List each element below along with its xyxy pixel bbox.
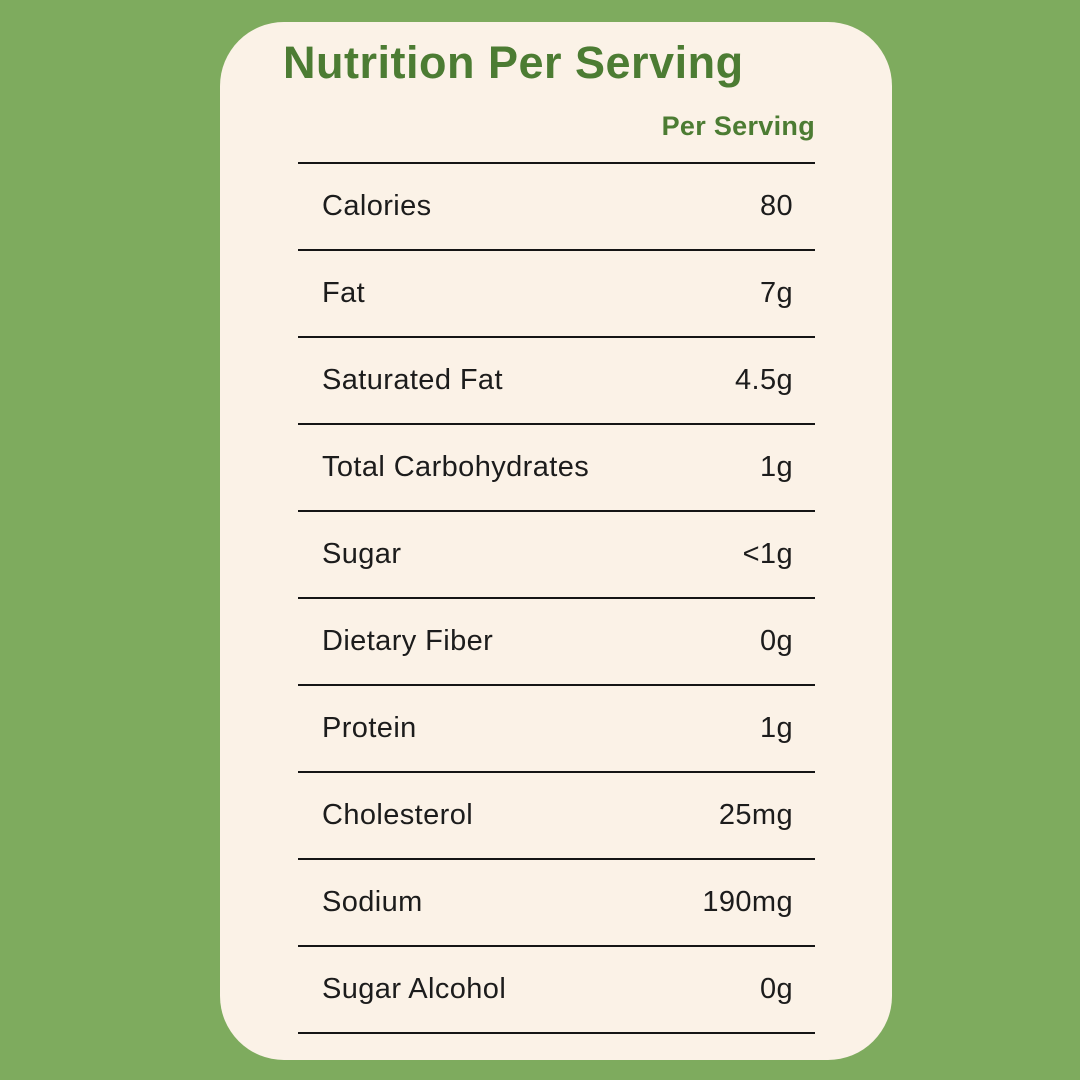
table-row: Sugar <1g <box>298 512 815 599</box>
nutrient-label: Sugar <box>322 538 402 570</box>
nutrition-table-wrap: Per Serving Calories 80 Fat 7g Saturated… <box>298 113 815 1034</box>
nutrient-value: 0g <box>759 973 793 1005</box>
table-row: Total Carbohydrates 1g <box>298 425 815 512</box>
table-row: Calories 80 <box>298 164 815 251</box>
nutrient-value: 190mg <box>702 886 793 918</box>
nutrition-table: Calories 80 Fat 7g Saturated Fat 4.5g To… <box>298 162 815 1034</box>
nutrient-label: Sugar Alcohol <box>322 973 507 1005</box>
nutrient-label: Fat <box>322 277 366 309</box>
nutrient-value: 25mg <box>718 799 793 831</box>
table-row: Dietary Fiber 0g <box>298 599 815 686</box>
table-row: Fat 7g <box>298 251 815 338</box>
nutrient-value: 0g <box>759 625 793 657</box>
nutrient-value: 4.5g <box>734 364 793 396</box>
nutrient-label: Protein <box>322 712 417 744</box>
nutrient-label: Total Carbohydrates <box>322 451 590 483</box>
nutrient-label: Saturated Fat <box>322 364 503 396</box>
nutrient-value: 1g <box>759 451 793 483</box>
table-row: Sodium 190mg <box>298 860 815 947</box>
table-row: Protein 1g <box>298 686 815 773</box>
table-row: Saturated Fat 4.5g <box>298 338 815 425</box>
nutrient-label: Cholesterol <box>322 799 474 831</box>
nutrient-value: <1g <box>742 538 793 570</box>
nutrition-card: Nutrition Per Serving Per Serving Calori… <box>220 22 892 1060</box>
nutrient-value: 1g <box>759 712 793 744</box>
nutrient-label: Sodium <box>322 886 423 918</box>
nutrient-value: 80 <box>759 190 793 222</box>
per-serving-column-header: Per Serving <box>661 111 815 141</box>
table-row: Sugar Alcohol 0g <box>298 947 815 1034</box>
nutrient-label: Calories <box>322 190 432 222</box>
table-row: Cholesterol 25mg <box>298 773 815 860</box>
nutrient-label: Dietary Fiber <box>322 625 494 657</box>
page-title: Nutrition Per Serving <box>283 37 744 88</box>
nutrient-value: 7g <box>759 277 793 309</box>
